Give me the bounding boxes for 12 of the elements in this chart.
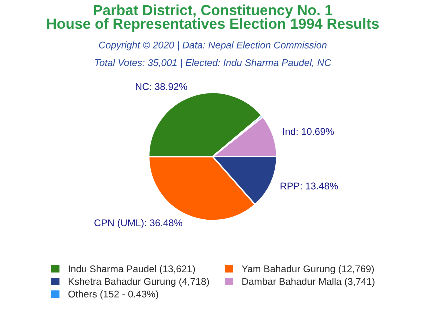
legend-label: Others (152 - 0.43%) <box>68 290 158 300</box>
text: Total Votes: 35,001 | Elected: Indu Sharma Paudel, NC <box>95 59 332 68</box>
legend-label: Indu Sharma Paudel (13,621) <box>69 265 196 274</box>
legend-label: Kshetra Bahadur Gurung (4,718) <box>68 278 210 288</box>
data-label: CPN (UML): 36.48% <box>94 219 182 228</box>
data-label: Ind: 10.69% <box>283 128 334 136</box>
chart-title: Parbat District, Constituency No. 1 House of Representatives Election 1994 Results <box>47 4 379 32</box>
data-label: NC: 38.92% <box>136 83 188 90</box>
legend-label: Yam Bahadur Gurung (12,769) <box>242 265 374 274</box>
legend-label: Dambar Bahadur Malla (3,741) <box>242 278 375 288</box>
data-label: RPP: 13.48% <box>280 182 338 190</box>
chart-subtitle: Copyright © 2020 | Data: Nepal Election Commission <box>99 42 327 51</box>
